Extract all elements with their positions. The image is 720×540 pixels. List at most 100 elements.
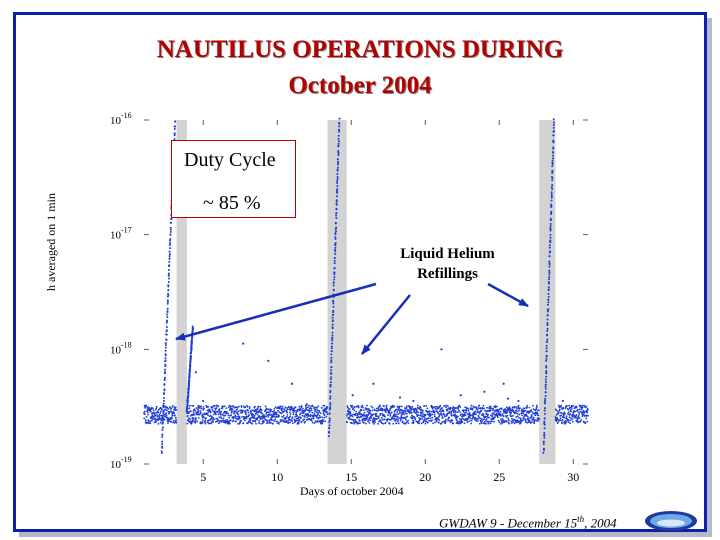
data-point (165, 321, 168, 324)
data-point (222, 417, 225, 420)
data-point (255, 411, 258, 414)
data-point (328, 419, 331, 422)
data-point (551, 170, 554, 173)
data-point (411, 415, 414, 418)
data-point (413, 409, 416, 412)
data-point (585, 405, 588, 408)
data-point (552, 129, 555, 132)
data-point (241, 409, 244, 412)
data-point (543, 433, 546, 436)
data-point (277, 409, 279, 412)
data-point (551, 183, 554, 186)
data-point (335, 199, 338, 202)
data-point (493, 413, 496, 416)
data-point (161, 426, 164, 429)
data-point (143, 410, 146, 413)
outlier-point (290, 382, 294, 385)
data-point (323, 416, 326, 419)
data-point (550, 199, 553, 202)
data-point (546, 313, 549, 316)
data-point (189, 359, 192, 362)
outlier-point (459, 394, 462, 397)
data-point (504, 408, 507, 410)
data-point (276, 422, 279, 425)
data-point (194, 409, 196, 412)
data-point (202, 405, 205, 408)
data-point (213, 405, 216, 408)
data-point (274, 418, 277, 421)
data-point (150, 408, 153, 411)
data-point (299, 412, 302, 415)
y-tick-label--16: 10-16 (110, 111, 132, 127)
data-point (164, 349, 167, 352)
data-point (285, 409, 288, 412)
data-point (458, 404, 461, 407)
data-point (330, 342, 333, 345)
data-point (549, 217, 552, 220)
data-point (159, 417, 162, 420)
data-point (200, 405, 203, 408)
refill-annotation: Liquid Helium Refillings (380, 244, 515, 284)
data-point (403, 407, 406, 409)
data-point (497, 419, 500, 422)
data-point (544, 383, 547, 386)
data-point (537, 409, 540, 412)
data-point (501, 413, 504, 415)
data-point (191, 419, 194, 421)
data-point (522, 412, 525, 415)
data-point (302, 412, 305, 414)
data-point (552, 118, 555, 121)
data-point (534, 414, 537, 417)
data-point (174, 125, 177, 128)
data-point (453, 406, 456, 409)
data-point (335, 226, 338, 229)
data-point (356, 416, 359, 419)
data-point (164, 363, 167, 366)
data-point (348, 418, 351, 420)
data-point (518, 413, 521, 416)
data-point (450, 414, 453, 417)
data-point (223, 405, 226, 408)
data-point (525, 413, 528, 416)
data-point (145, 404, 148, 407)
data-point (194, 420, 197, 423)
data-point (490, 420, 493, 423)
data-point (516, 407, 518, 410)
data-point (216, 411, 219, 414)
data-point (349, 412, 352, 415)
data-point (154, 408, 157, 411)
data-point (159, 410, 162, 413)
data-point (174, 417, 177, 419)
data-point (551, 161, 554, 164)
data-point (383, 418, 386, 421)
data-point (309, 407, 311, 410)
data-point (165, 414, 168, 417)
data-point (550, 191, 553, 194)
data-point (466, 420, 469, 423)
data-point (337, 151, 340, 154)
data-point (381, 419, 384, 421)
data-point (166, 320, 169, 323)
outlier-point (351, 394, 354, 397)
data-point (367, 420, 369, 423)
data-point (513, 406, 516, 409)
data-point (265, 412, 268, 415)
slide-title-line1: NAUTILUS OPERATIONS DURING (156, 36, 564, 63)
data-point (535, 408, 537, 411)
data-point (564, 422, 567, 425)
data-point (274, 406, 277, 409)
data-point (310, 407, 313, 410)
data-point (236, 406, 239, 409)
data-point (408, 412, 411, 415)
series-ramp-4 (542, 118, 556, 454)
data-point (545, 359, 548, 362)
data-point (560, 414, 563, 417)
data-point (549, 236, 552, 239)
callout-title: Duty Cycle (184, 149, 276, 171)
data-point (328, 430, 331, 433)
data-point (439, 408, 442, 411)
data-point (211, 408, 214, 411)
data-point (483, 418, 486, 420)
data-point (485, 418, 488, 420)
data-point (478, 404, 481, 407)
